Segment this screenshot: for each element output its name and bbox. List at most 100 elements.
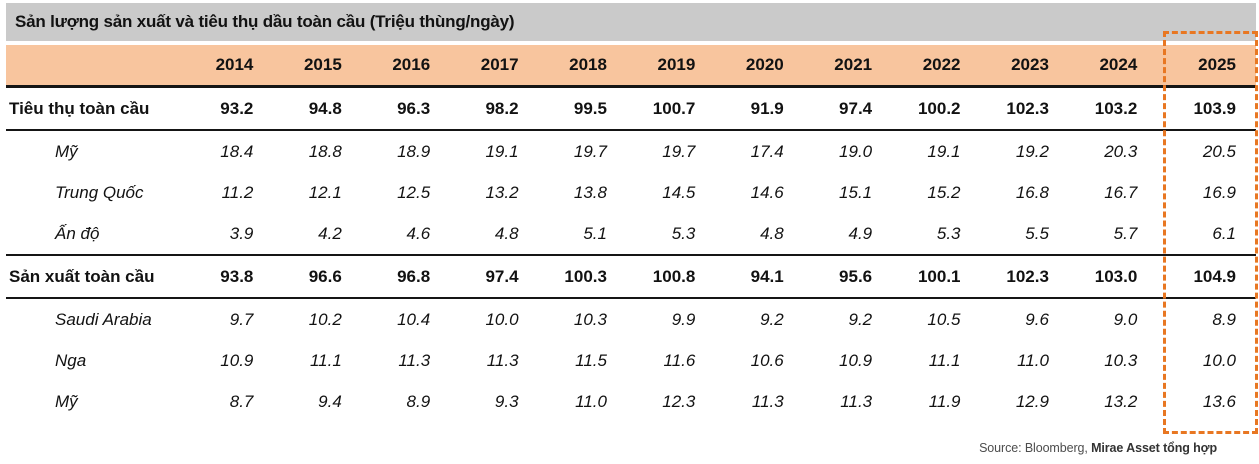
value-cell: 18.9 [397, 141, 431, 161]
value-cell: 102.3 [1006, 266, 1049, 286]
value-cell: 97.4 [485, 266, 519, 286]
value-cell: 94.1 [750, 266, 784, 286]
table-row-0: Tiêu thụ toàn cầu 93.2 94.8 96.3 98.2 99.5 100… [6, 88, 1256, 131]
value-cell: 13.2 [485, 182, 519, 202]
value-cell: 9.2 [848, 309, 873, 329]
value-cell: 9.0 [1113, 309, 1138, 329]
value-cell: 8.9 [1212, 309, 1236, 329]
value-cell: 9.9 [671, 309, 696, 329]
value-cell: 11.6 [663, 350, 696, 370]
row-label: Mỹ [55, 141, 78, 161]
value-cell: 10.3 [1104, 350, 1138, 370]
table-row-5: Saudi Arabia 9.7 10.2 10.4 10.0 10.3 9.9 9.2 9.2… [6, 299, 1256, 340]
value-cell: 100.1 [917, 266, 961, 286]
value-cell: 4.2 [318, 223, 342, 243]
year-header-2018: 2018 [569, 55, 607, 74]
source-prefix: Source: Bloomberg, [979, 441, 1092, 455]
value-cell: 12.1 [308, 182, 342, 202]
value-cell: 97.4 [839, 98, 873, 118]
value-cell: 100.2 [917, 98, 961, 118]
value-cell: 5.7 [1113, 223, 1138, 243]
source-line: Source: Bloomberg, Mirae Asset tổng hợp [979, 441, 1217, 455]
value-cell: 10.9 [839, 350, 873, 370]
table-row-1: Mỹ 18.4 18.8 18.9 19.1 19.7 19.7 17.4 19.0 19.1 19… [6, 131, 1256, 172]
value-cell: 10.0 [1202, 350, 1236, 370]
row-label: Nga [55, 350, 87, 370]
value-cell: 11.0 [1017, 350, 1049, 370]
value-cell: 11.2 [221, 182, 254, 202]
value-cell: 93.8 [220, 266, 254, 286]
value-cell: 8.7 [229, 391, 254, 411]
value-cell: 19.7 [662, 141, 696, 161]
value-cell: 96.8 [397, 266, 431, 286]
row-label: Sản xuất toàn cầu [9, 266, 155, 286]
value-cell: 91.9 [750, 98, 784, 118]
value-cell: 4.9 [848, 223, 873, 243]
value-cell: 16.8 [1015, 182, 1049, 202]
table-row-4: Sản xuất toàn cầu 93.8 96.6 96.8 97.4 100.3 10… [6, 256, 1256, 299]
value-cell: 11.5 [575, 350, 607, 370]
value-cell: 14.6 [750, 182, 784, 202]
value-cell: 11.3 [398, 350, 431, 370]
value-cell: 11.3 [840, 391, 873, 411]
year-header-2020: 2020 [745, 55, 784, 74]
value-cell: 20.3 [1104, 141, 1138, 161]
value-cell: 4.6 [406, 223, 431, 243]
value-cell: 11.3 [751, 391, 784, 411]
year-header-2019: 2019 [657, 55, 696, 74]
source-emphasis: Mirae Asset tổng hợp [1091, 441, 1217, 455]
value-cell: 96.6 [308, 266, 342, 286]
value-cell: 9.3 [494, 391, 519, 411]
report-table: Sản lượng sản xuất và tiêu thụ dầu toàn … [6, 3, 1256, 422]
year-header-2023: 2023 [1011, 55, 1049, 74]
value-cell: 15.1 [839, 182, 873, 202]
value-cell: 17.4 [750, 141, 784, 161]
value-cell: 9.4 [318, 391, 342, 411]
value-cell: 13.6 [1202, 391, 1236, 411]
value-cell: 8.9 [406, 391, 431, 411]
value-cell: 10.4 [397, 309, 431, 329]
value-cell: 19.7 [573, 141, 607, 161]
value-cell: 19.0 [839, 141, 873, 161]
table-row-2: Trung Quốc 11.2 12.1 12.5 13.2 13.8 14.5 14.6 15… [6, 172, 1256, 213]
value-cell: 12.5 [397, 182, 431, 202]
value-cell: 5.3 [936, 223, 961, 243]
table-body: Tiêu thụ toàn cầu 93.2 94.8 96.3 98.2 99.5 100… [6, 88, 1256, 422]
value-cell: 19.1 [927, 141, 961, 161]
value-cell: 10.2 [308, 309, 342, 329]
value-cell: 10.9 [220, 350, 254, 370]
value-cell: 98.2 [485, 98, 519, 118]
value-cell: 104.9 [1193, 266, 1236, 286]
value-cell: 10.5 [927, 309, 961, 329]
table-row-6: Nga 10.9 11.1 11.3 11.3 11.5 11.6 10.6 10.9 11.1 1… [6, 340, 1256, 381]
value-cell: 94.8 [308, 98, 342, 118]
value-cell: 10.6 [750, 350, 784, 370]
table-title: Sản lượng sản xuất và tiêu thụ dầu toàn … [15, 12, 515, 31]
value-cell: 3.9 [229, 223, 254, 243]
value-cell: 6.1 [1212, 223, 1236, 243]
value-cell: 11.3 [486, 350, 519, 370]
value-cell: 16.7 [1104, 182, 1138, 202]
value-cell: 20.5 [1202, 141, 1236, 161]
value-cell: 9.6 [1025, 309, 1049, 329]
value-cell: 93.2 [220, 98, 254, 118]
value-cell: 11.1 [928, 350, 961, 370]
value-cell: 18.8 [308, 141, 342, 161]
year-header-row: 2014 2015 2016 2017 2018 2019 2020 2021 2022 2023… [6, 45, 1256, 88]
year-header-2021: 2021 [834, 55, 873, 74]
value-cell: 103.2 [1094, 98, 1138, 118]
value-cell: 10.0 [485, 309, 519, 329]
year-header-2025: 2025 [1198, 55, 1236, 74]
year-header-2017: 2017 [480, 55, 519, 74]
table-title-bar: Sản lượng sản xuất và tiêu thụ dầu toàn … [6, 3, 1256, 41]
value-cell: 11.9 [928, 391, 961, 411]
value-cell: 95.6 [839, 266, 873, 286]
year-header-2024: 2024 [1099, 55, 1138, 74]
value-cell: 5.5 [1025, 223, 1049, 243]
value-cell: 99.5 [573, 98, 607, 118]
value-cell: 12.9 [1015, 391, 1049, 411]
value-cell: 13.2 [1104, 391, 1138, 411]
value-cell: 11.1 [309, 350, 342, 370]
row-label: Mỹ [55, 391, 78, 411]
value-cell: 19.1 [485, 141, 519, 161]
